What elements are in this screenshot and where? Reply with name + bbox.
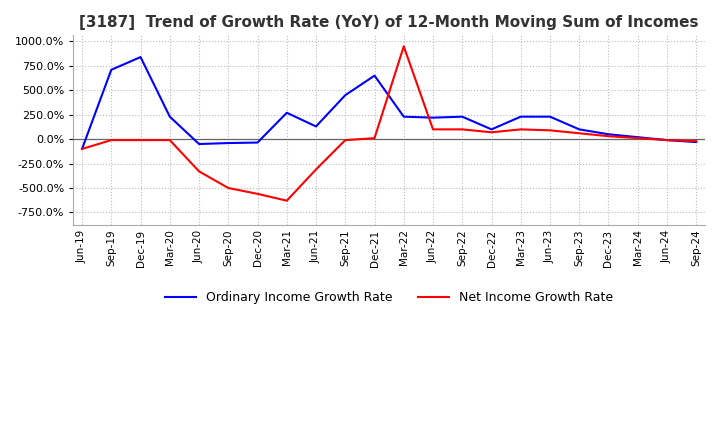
Ordinary Income Growth Rate — [78, 146, 86, 151]
Net Income Growth Rate — [516, 127, 525, 132]
Line: Ordinary Income Growth Rate: Ordinary Income Growth Rate — [82, 57, 696, 149]
Net Income Growth Rate — [107, 137, 116, 143]
Ordinary Income Growth Rate — [107, 67, 116, 73]
Net Income Growth Rate — [634, 136, 642, 141]
Legend: Ordinary Income Growth Rate, Net Income Growth Rate: Ordinary Income Growth Rate, Net Income … — [160, 286, 618, 309]
Ordinary Income Growth Rate — [428, 115, 437, 120]
Ordinary Income Growth Rate — [458, 114, 467, 119]
Net Income Growth Rate — [662, 137, 671, 143]
Net Income Growth Rate — [692, 139, 701, 144]
Ordinary Income Growth Rate — [604, 132, 613, 137]
Net Income Growth Rate — [546, 128, 554, 133]
Ordinary Income Growth Rate — [166, 114, 174, 119]
Net Income Growth Rate — [370, 136, 379, 141]
Net Income Growth Rate — [575, 131, 584, 136]
Ordinary Income Growth Rate — [136, 55, 145, 60]
Line: Net Income Growth Rate: Net Income Growth Rate — [82, 46, 696, 201]
Ordinary Income Growth Rate — [634, 135, 642, 140]
Net Income Growth Rate — [166, 137, 174, 143]
Ordinary Income Growth Rate — [546, 114, 554, 119]
Net Income Growth Rate — [604, 134, 613, 139]
Ordinary Income Growth Rate — [487, 127, 496, 132]
Net Income Growth Rate — [341, 137, 350, 143]
Ordinary Income Growth Rate — [692, 139, 701, 145]
Ordinary Income Growth Rate — [575, 127, 584, 132]
Ordinary Income Growth Rate — [253, 140, 262, 145]
Ordinary Income Growth Rate — [282, 110, 291, 115]
Net Income Growth Rate — [400, 44, 408, 49]
Net Income Growth Rate — [282, 198, 291, 203]
Net Income Growth Rate — [458, 127, 467, 132]
Ordinary Income Growth Rate — [341, 92, 350, 98]
Ordinary Income Growth Rate — [312, 124, 320, 129]
Net Income Growth Rate — [136, 137, 145, 143]
Net Income Growth Rate — [487, 130, 496, 135]
Net Income Growth Rate — [194, 169, 203, 174]
Ordinary Income Growth Rate — [400, 114, 408, 119]
Net Income Growth Rate — [428, 127, 437, 132]
Net Income Growth Rate — [312, 167, 320, 172]
Ordinary Income Growth Rate — [662, 137, 671, 143]
Title: [3187]  Trend of Growth Rate (YoY) of 12-Month Moving Sum of Incomes: [3187] Trend of Growth Rate (YoY) of 12-… — [79, 15, 699, 30]
Ordinary Income Growth Rate — [370, 73, 379, 78]
Net Income Growth Rate — [253, 191, 262, 197]
Ordinary Income Growth Rate — [516, 114, 525, 119]
Ordinary Income Growth Rate — [224, 140, 233, 146]
Net Income Growth Rate — [78, 146, 86, 151]
Net Income Growth Rate — [224, 185, 233, 191]
Ordinary Income Growth Rate — [194, 141, 203, 147]
